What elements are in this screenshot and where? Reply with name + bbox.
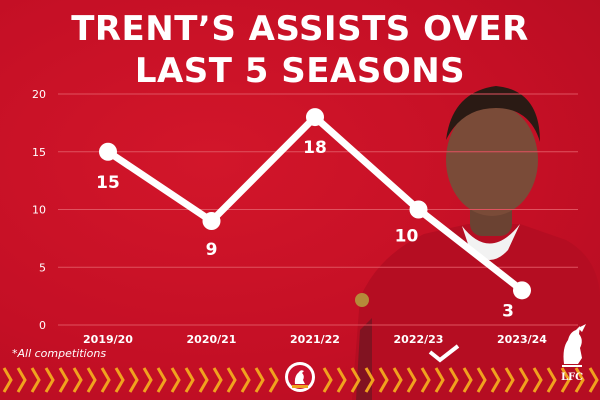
chevron-mark (378, 367, 389, 393)
chevron-mark (114, 367, 125, 393)
chevron-mark (156, 367, 167, 393)
chevron-mark (574, 367, 585, 393)
data-point (99, 142, 117, 161)
chevron-mark (490, 367, 501, 393)
chevron-mark (212, 367, 223, 393)
chevron-mark (518, 367, 529, 393)
chevron-mark (254, 367, 265, 393)
chevron-mark (16, 367, 27, 393)
chevron-mark (392, 367, 403, 393)
data-label: 9 (206, 240, 218, 260)
chevron-mark (128, 367, 139, 393)
crest-text: LFC (561, 372, 583, 383)
x-tick-label: 2019/20 (83, 333, 133, 346)
data-labels: 15 9 18 10 3 (96, 138, 514, 321)
y-tick-label: 15 (32, 146, 46, 159)
chevron-mark (420, 367, 431, 393)
data-point (306, 108, 324, 127)
data-point (202, 212, 221, 231)
chevron-mark (100, 367, 111, 393)
chevron-mark (72, 367, 83, 393)
y-tick-label: 10 (32, 204, 46, 217)
y-axis-ticks: 0 5 10 15 20 (32, 88, 46, 332)
chevron-mark (462, 367, 473, 393)
chart-title: TRENT’S ASSISTS OVER LAST 5 SEASONS (0, 8, 600, 92)
chevron-mark (560, 367, 571, 393)
chevron-mark (86, 367, 97, 393)
chevron-mark (240, 367, 251, 393)
data-label: 3 (502, 301, 514, 321)
liverpool-liver-bird-crest-icon: LFC (561, 324, 586, 383)
chevron-mark (198, 367, 209, 393)
chevron-mark (2, 367, 13, 393)
data-point (513, 281, 531, 300)
chevron-mark (406, 367, 417, 393)
title-line-2: LAST 5 SEASONS (134, 51, 466, 91)
title-line-1: TRENT’S ASSISTS OVER (71, 9, 529, 49)
chevron-mark (226, 367, 237, 393)
chevron-mark (350, 367, 361, 393)
chevron-mark (44, 367, 55, 393)
data-point (409, 200, 428, 219)
x-tick-label: 2022/23 (394, 333, 444, 346)
chevron-mark (30, 367, 41, 393)
y-tick-label: 0 (39, 319, 46, 332)
chevron-mark (336, 367, 347, 393)
data-label: 15 (96, 173, 120, 193)
chevron-mark (532, 367, 543, 393)
chevron-mark (184, 367, 195, 393)
chevron-mark (448, 367, 459, 393)
x-tick-label: 2021/22 (290, 333, 340, 346)
y-tick-label: 20 (32, 88, 46, 101)
y-tick-label: 5 (39, 261, 46, 274)
chevron-mark (546, 367, 557, 393)
chevron-mark (476, 367, 487, 393)
chevron-mark (322, 367, 333, 393)
chevron-mark (268, 367, 279, 393)
chevron-mark (364, 367, 375, 393)
chevron-mark (434, 367, 445, 393)
chevron-strip (2, 367, 599, 393)
footnote: *All competitions (12, 347, 107, 360)
chevron-mark (504, 367, 515, 393)
chevron-mark (170, 367, 181, 393)
x-axis-ticks: 2019/20 2020/21 2021/22 2022/23 2023/24 (83, 333, 547, 346)
series-assists (99, 108, 531, 300)
chevron-mark (58, 367, 69, 393)
data-label: 10 (395, 227, 419, 247)
x-tick-label: 2020/21 (187, 333, 237, 346)
x-tick-label: 2023/24 (497, 333, 547, 346)
grid-lines (58, 93, 578, 326)
chevron-mark (588, 367, 599, 393)
liver-bird-badge-icon (285, 362, 315, 392)
chevron-mark (142, 367, 153, 393)
data-label: 18 (303, 138, 327, 158)
